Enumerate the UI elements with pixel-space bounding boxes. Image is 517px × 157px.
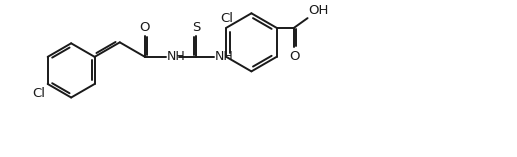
Text: NH: NH (215, 50, 233, 63)
Text: NH: NH (167, 50, 186, 63)
Text: Cl: Cl (32, 87, 45, 100)
Text: O: O (140, 21, 150, 34)
Text: OH: OH (309, 4, 329, 17)
Text: Cl: Cl (220, 12, 233, 25)
Text: O: O (289, 50, 299, 63)
Text: S: S (192, 21, 201, 34)
